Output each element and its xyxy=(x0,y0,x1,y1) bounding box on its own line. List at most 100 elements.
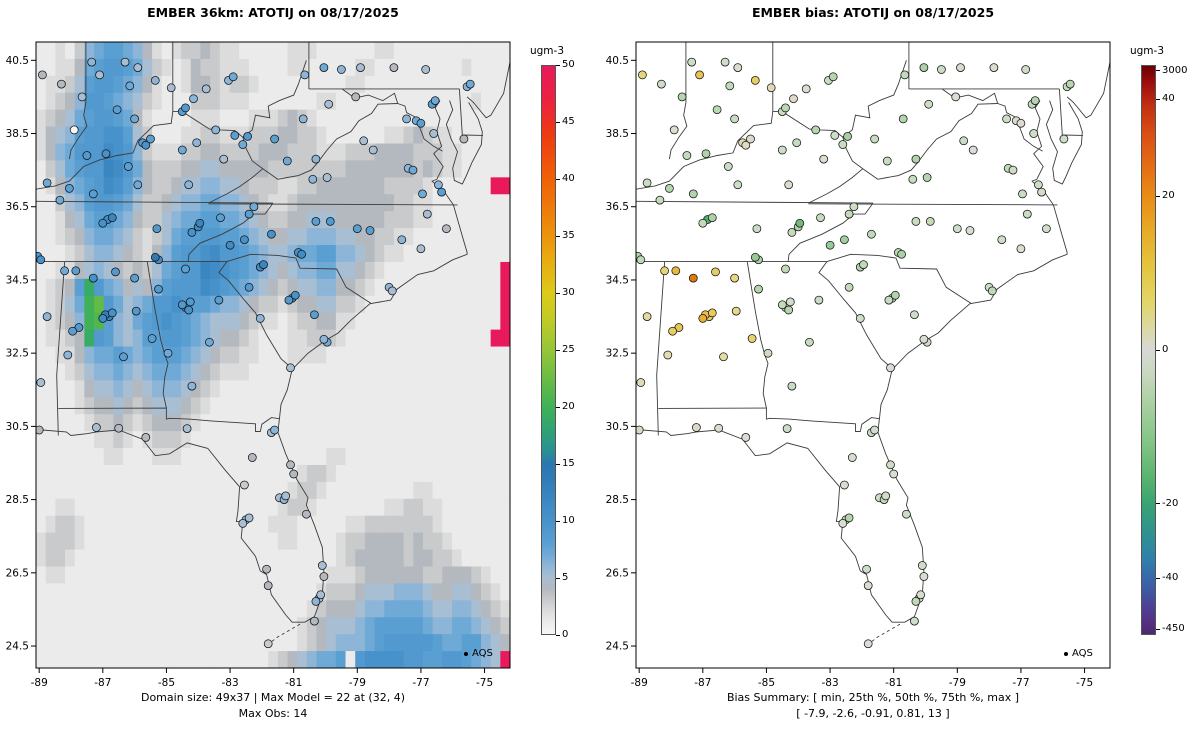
station-marker xyxy=(919,63,929,72)
boundary-tn_nc xyxy=(787,202,874,263)
station-marker xyxy=(187,228,197,237)
station-marker xyxy=(465,79,475,89)
station-marker xyxy=(189,94,198,104)
x-tick-label: -77 xyxy=(1012,677,1029,689)
station-marker xyxy=(263,639,273,649)
station-marker xyxy=(101,149,111,159)
station-marker xyxy=(263,581,273,590)
colorbar-tick-label: 0 xyxy=(1162,344,1169,355)
station-marker xyxy=(112,105,122,115)
station-marker xyxy=(125,81,135,91)
boundary-oh_wv_river xyxy=(772,60,907,138)
station-marker xyxy=(281,491,291,501)
station-marker xyxy=(937,65,946,74)
station-marker xyxy=(692,423,701,432)
station-marker xyxy=(838,519,848,528)
station-marker xyxy=(731,306,741,316)
station-marker xyxy=(819,154,829,164)
station-marker xyxy=(636,425,644,435)
colorbar-tick-label: 10 xyxy=(562,515,575,526)
station-marker xyxy=(965,226,975,235)
station-marker xyxy=(88,189,98,199)
boundary-ga_sc xyxy=(218,261,293,369)
station-marker xyxy=(324,99,334,109)
station-marker xyxy=(671,266,681,276)
station-marker xyxy=(230,131,240,140)
station-marker xyxy=(763,348,773,358)
station-marker xyxy=(750,252,760,262)
station-marker xyxy=(910,616,919,626)
station-marker xyxy=(911,217,921,226)
station-marker xyxy=(814,295,824,305)
station-marker xyxy=(714,423,724,433)
station-marker xyxy=(723,162,733,171)
station-marker xyxy=(828,72,838,82)
station-marker xyxy=(665,184,674,193)
station-marker xyxy=(195,218,205,228)
colorbar-tick-label: -20 xyxy=(1162,497,1179,509)
colorbar-tick xyxy=(1156,577,1160,579)
station-marker xyxy=(688,189,698,199)
station-marker xyxy=(316,590,326,600)
station-marker xyxy=(297,249,306,259)
station-marker xyxy=(719,352,728,362)
station-marker xyxy=(642,178,652,188)
station-marker xyxy=(787,228,797,237)
station-marker xyxy=(192,138,202,148)
station-marker xyxy=(695,70,704,80)
station-marker xyxy=(636,378,646,387)
bias-map-canvas: -89 -87 -85 -83 -81 -79 -77 -75 24.5 26.5 28.5 30.5… xyxy=(606,41,1111,689)
station-marker xyxy=(114,423,124,433)
station-marker xyxy=(863,581,873,590)
colorbar-tick xyxy=(556,178,560,180)
boundary-ky_va xyxy=(808,168,864,204)
station-marker xyxy=(886,460,895,470)
station-marker xyxy=(840,235,849,245)
station-marker xyxy=(677,92,687,102)
station-marker xyxy=(917,561,927,570)
station-marker xyxy=(82,151,92,160)
station-marker xyxy=(660,266,669,276)
station-marker xyxy=(147,334,157,343)
model-map-title: EMBER 36km: ATOTIJ on 08/17/2025 xyxy=(147,5,399,20)
station-marker xyxy=(707,213,717,223)
station-marker xyxy=(308,174,318,184)
colorbar-tick xyxy=(556,349,560,351)
model-caption-line2: Max Obs: 14 xyxy=(238,707,308,720)
station-marker xyxy=(311,217,321,226)
station-marker xyxy=(240,235,249,245)
y-tick-label: 30.5 xyxy=(606,421,629,433)
colorbar-tick xyxy=(1156,349,1160,351)
state-boundaries-layer xyxy=(36,42,510,645)
station-marker xyxy=(669,125,679,135)
station-marker xyxy=(442,224,451,234)
station-marker xyxy=(416,244,426,254)
x-tick-label: -85 xyxy=(158,677,175,689)
station-marker xyxy=(725,81,735,91)
station-marker xyxy=(805,337,814,347)
station-marker xyxy=(166,83,176,93)
station-marker xyxy=(150,76,160,85)
station-marker xyxy=(1059,134,1069,144)
station-marker xyxy=(311,154,321,164)
station-marker xyxy=(57,79,66,89)
station-marker xyxy=(389,63,399,72)
x-tick-label: -75 xyxy=(1076,677,1093,689)
axis-layer: -89 -87 -85 -83 -81 -79 -77 -75 24.5 26.5 28.5 30.5… xyxy=(606,55,1094,689)
boundary-coast_nj xyxy=(466,62,510,119)
station-marker xyxy=(219,154,229,164)
x-tick-label: -81 xyxy=(285,677,302,689)
station-marker xyxy=(867,229,876,239)
station-marker xyxy=(733,63,743,72)
boundary-nc_sc xyxy=(826,253,972,305)
station-marker xyxy=(130,273,139,283)
station-marker xyxy=(322,173,332,182)
station-marker xyxy=(838,140,848,149)
colorbar-tick-label: 30 xyxy=(562,287,575,298)
station-marker xyxy=(42,312,52,321)
station-marker xyxy=(642,312,652,321)
station-marker xyxy=(638,70,647,80)
map-layers xyxy=(36,42,510,668)
station-marker xyxy=(987,286,997,296)
station-marker xyxy=(908,174,918,184)
